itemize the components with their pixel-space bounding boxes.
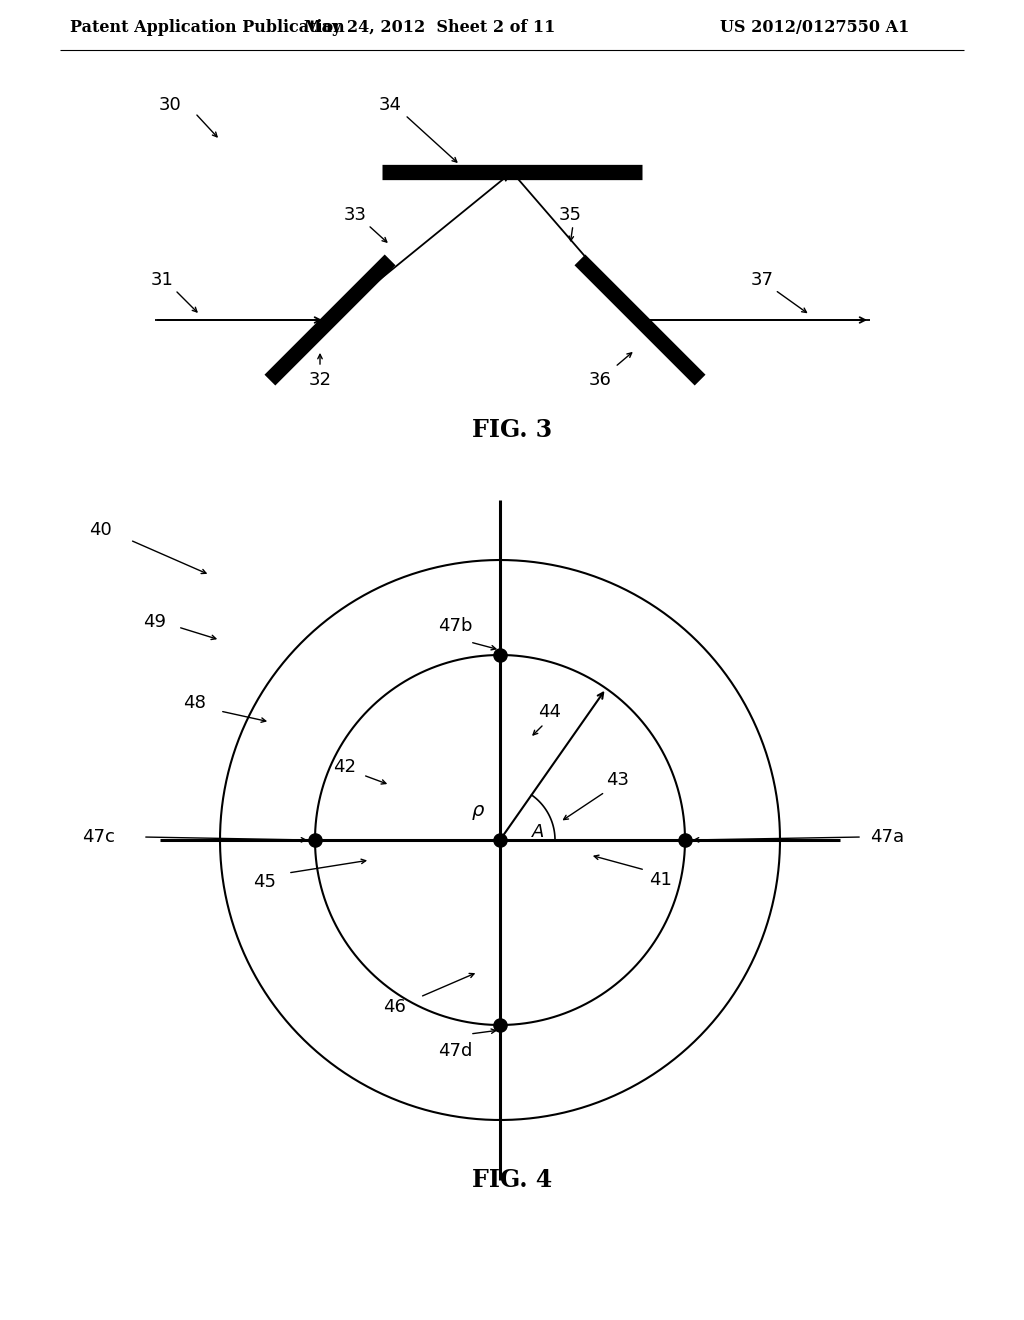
Point: [492, 1015, 508, 1036]
Text: 47d: 47d: [438, 1041, 472, 1060]
Text: 42: 42: [334, 758, 356, 776]
Text: 32: 32: [308, 371, 332, 389]
Text: 30: 30: [159, 96, 181, 114]
Text: 37: 37: [751, 271, 773, 289]
Text: A: A: [531, 822, 544, 841]
Point: [307, 829, 324, 850]
Text: FIG. 4: FIG. 4: [472, 1168, 552, 1192]
Text: 41: 41: [648, 871, 672, 888]
Text: 47b: 47b: [437, 616, 472, 635]
Text: 35: 35: [558, 206, 582, 224]
Text: FIG. 3: FIG. 3: [472, 418, 552, 442]
Text: Patent Application Publication: Patent Application Publication: [70, 20, 345, 37]
Point: [492, 829, 508, 850]
Text: 44: 44: [539, 704, 561, 721]
Text: 48: 48: [183, 694, 207, 711]
Text: US 2012/0127550 A1: US 2012/0127550 A1: [720, 20, 909, 37]
Text: 43: 43: [606, 771, 630, 789]
Text: $\rho$: $\rho$: [471, 803, 485, 821]
Text: 49: 49: [143, 612, 167, 631]
Point: [492, 644, 508, 665]
Text: 45: 45: [254, 873, 276, 891]
Text: 34: 34: [379, 96, 401, 114]
Text: 46: 46: [384, 998, 407, 1016]
Text: 47a: 47a: [870, 828, 904, 846]
Text: 40: 40: [89, 521, 112, 539]
Text: 47c: 47c: [82, 828, 115, 846]
Text: 33: 33: [343, 206, 367, 224]
Text: 31: 31: [151, 271, 173, 289]
Text: 36: 36: [589, 371, 611, 389]
Text: May 24, 2012  Sheet 2 of 11: May 24, 2012 Sheet 2 of 11: [304, 20, 556, 37]
Point: [677, 829, 693, 850]
